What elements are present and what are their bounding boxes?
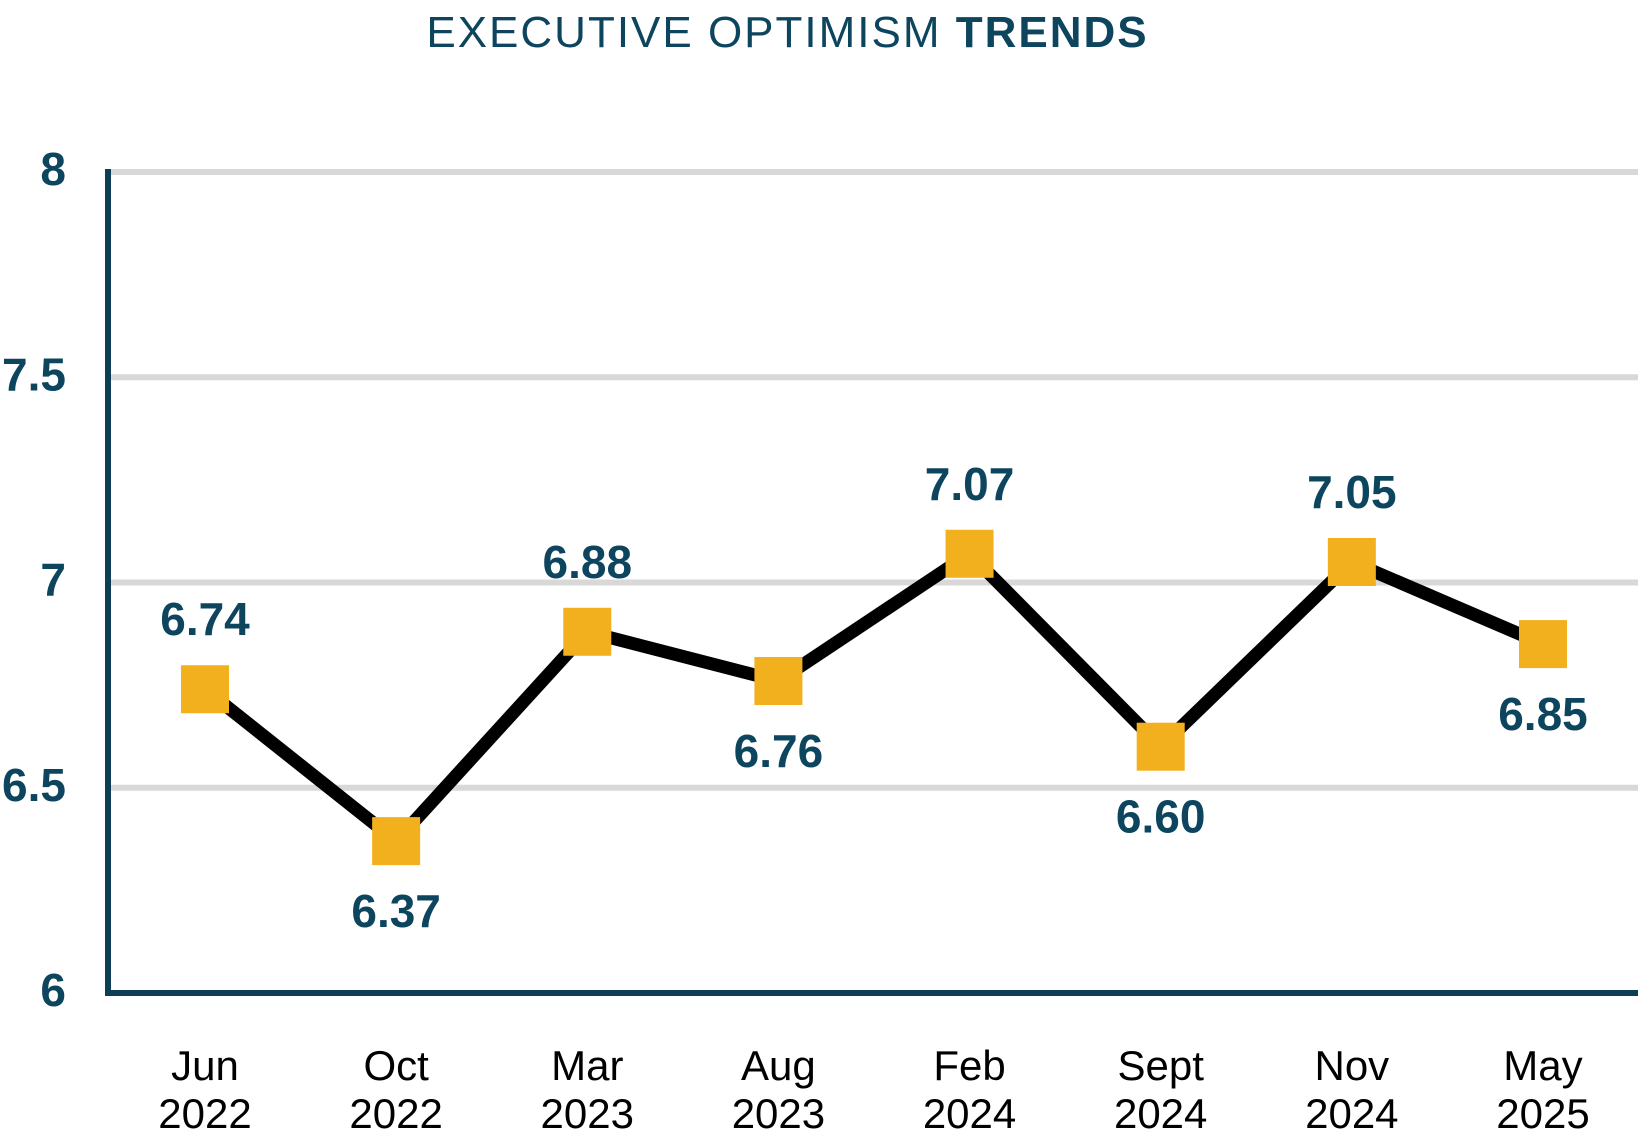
- x-axis-year-label: 2023: [541, 1090, 634, 1134]
- x-axis-year-label: 2024: [1305, 1090, 1398, 1134]
- y-axis-tick-label-7.5: 7.5: [2, 348, 66, 400]
- data-point-marker-mar-2023: [563, 607, 612, 656]
- x-axis-year-label: 2024: [1114, 1090, 1207, 1134]
- trend-line: [200, 545, 1546, 850]
- x-axis-year-label: 2025: [1496, 1090, 1589, 1134]
- data-point-value-label: 6.37: [351, 885, 441, 937]
- data-point-marker-jun-2022: [181, 665, 229, 714]
- data-point-value-label: 6.74: [160, 593, 250, 645]
- chart-title: EXECUTIVE OPTIMISM TRENDS: [0, 8, 1575, 58]
- y-axis-tick-label-6.5: 6.5: [2, 759, 66, 811]
- x-axis-year-label: 2024: [923, 1090, 1016, 1134]
- data-point-value-label: 7.05: [1307, 466, 1397, 518]
- data-point-value-label: 6.60: [1116, 791, 1206, 843]
- data-point-marker-may-2025: [1518, 620, 1567, 669]
- x-axis-year-label: 2022: [158, 1090, 251, 1134]
- data-point-marker-oct-2022: [372, 817, 421, 866]
- x-axis-month-label: Nov: [1314, 1042, 1389, 1089]
- y-axis-tick-label-8: 8: [40, 143, 66, 195]
- chart-title-regular-part: EXECUTIVE OPTIMISM: [426, 8, 956, 57]
- x-axis-year-label: 2023: [732, 1090, 825, 1134]
- x-axis-year-label: 2022: [349, 1090, 442, 1134]
- data-point-marker-nov-2024: [1327, 537, 1376, 586]
- x-axis-month-label: Mar: [551, 1042, 623, 1089]
- data-point-value-label: 7.07: [925, 458, 1015, 510]
- chart-title-bold-part: TRENDS: [955, 8, 1149, 57]
- x-axis-month-label: Sept: [1117, 1042, 1204, 1089]
- data-point-marker-sept-2024: [1136, 722, 1185, 771]
- x-axis-month-label: Oct: [363, 1042, 429, 1089]
- x-axis-month-label: Aug: [741, 1042, 816, 1089]
- x-axis-month-label: Jun: [171, 1042, 239, 1089]
- data-point-marker-aug-2023: [754, 657, 803, 706]
- y-axis-tick-label-6: 6: [40, 964, 66, 1016]
- data-point-marker-feb-2024: [945, 529, 994, 578]
- x-axis-month-label: Feb: [933, 1042, 1005, 1089]
- x-axis-month-label: May: [1503, 1042, 1582, 1089]
- data-point-value-label: 6.88: [543, 536, 633, 588]
- y-axis-tick-label-7: 7: [40, 554, 66, 606]
- data-point-value-label: 6.85: [1498, 688, 1588, 740]
- data-point-value-label: 6.76: [734, 725, 824, 777]
